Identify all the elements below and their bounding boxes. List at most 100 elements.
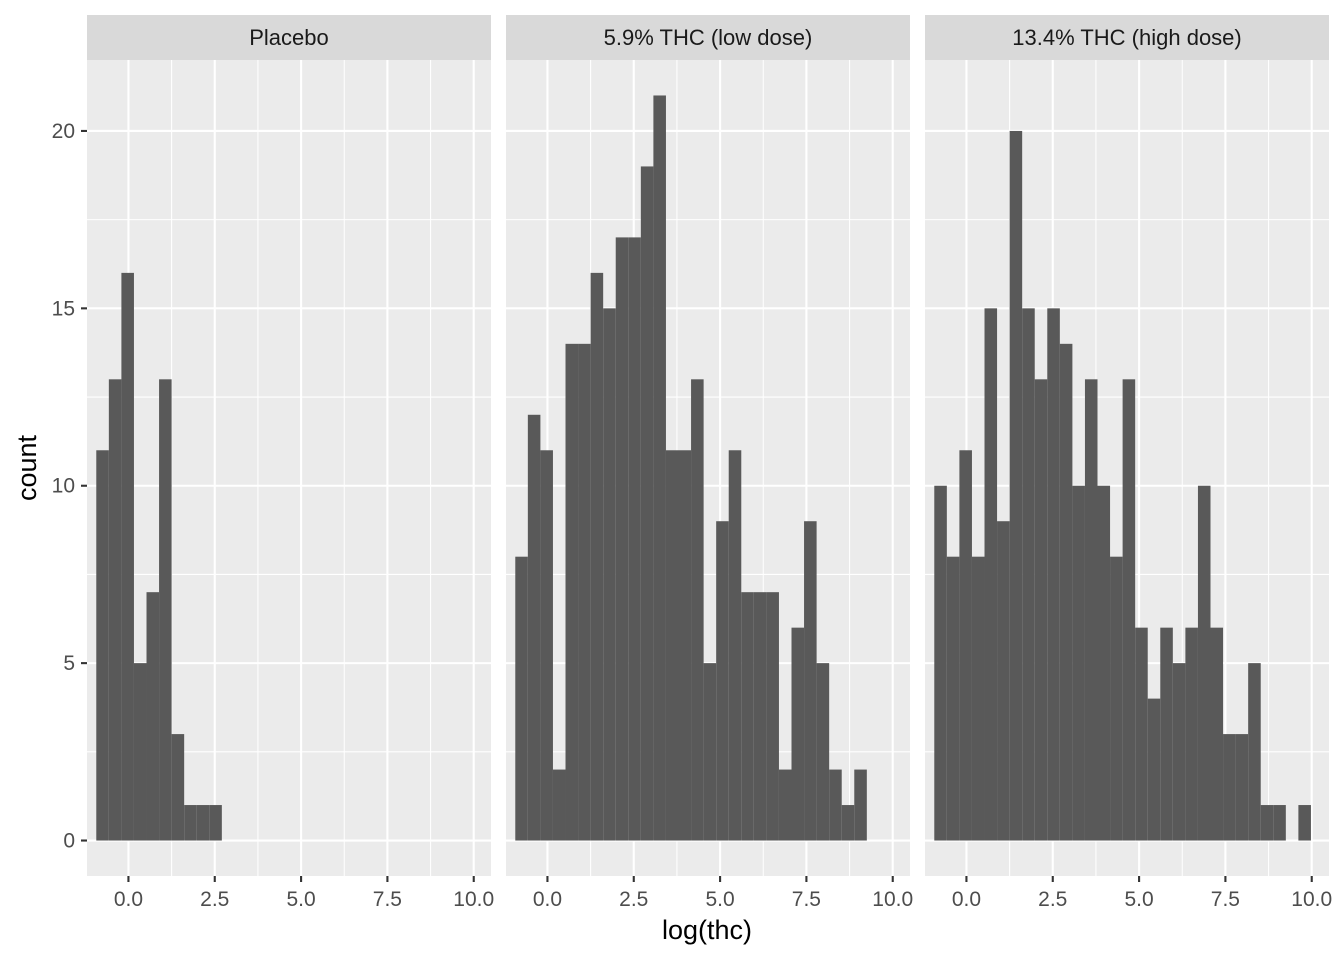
x-tick-label: 10.0 xyxy=(453,888,494,911)
histogram-bar xyxy=(691,379,704,841)
histogram-bar xyxy=(96,450,109,841)
histogram-bar xyxy=(184,805,197,841)
histogram-bar xyxy=(527,414,541,841)
histogram-bar xyxy=(1072,485,1085,841)
histogram-bar xyxy=(1047,308,1060,841)
facet-label: 5.9% THC (low dose) xyxy=(604,25,813,50)
x-tick-label: 2.5 xyxy=(200,888,229,911)
y-axis: 0 5 10 15 20 xyxy=(52,120,87,853)
histogram-bar xyxy=(1172,663,1186,841)
histogram-bar xyxy=(804,521,817,841)
histogram-bar xyxy=(678,450,692,841)
facet-strip xyxy=(506,15,910,60)
x-tick-label: 5.0 xyxy=(1124,888,1153,911)
facet-panel: 5.9% THC (low dose) 0.0 2.5 5.0 7.5 10.0 xyxy=(506,15,913,911)
x-tick-label: 10.0 xyxy=(1291,888,1332,911)
histogram-bar xyxy=(1084,379,1098,841)
x-tick-label: 10.0 xyxy=(872,888,913,911)
histogram-bar xyxy=(628,237,641,841)
histogram-bar xyxy=(1009,130,1023,841)
y-axis-title: count xyxy=(12,434,42,501)
x-tick-label: 2.5 xyxy=(1038,888,1067,911)
histogram-bar xyxy=(1022,308,1035,841)
histogram-bar xyxy=(829,769,842,841)
histogram-bar xyxy=(159,379,172,841)
histogram-bar xyxy=(146,592,160,841)
histogram-bar xyxy=(665,450,679,841)
histogram-bar xyxy=(603,308,616,841)
histogram-bar xyxy=(984,308,998,841)
histogram-bar xyxy=(578,343,591,841)
histogram-bar xyxy=(841,805,855,841)
histogram-bar xyxy=(1160,627,1173,841)
x-tick-label: 0.0 xyxy=(533,888,562,911)
histogram-bar xyxy=(1235,734,1249,841)
histogram-bar xyxy=(1185,627,1198,841)
histogram-bar xyxy=(171,734,185,841)
facet-panel: 13.4% THC (high dose) 0.0 2.5 5.0 7.5 10.0 xyxy=(925,15,1332,911)
histogram-bar xyxy=(766,592,779,841)
histogram-bar xyxy=(1248,663,1261,841)
histogram-bar xyxy=(816,663,830,841)
x-tick-label: 0.0 xyxy=(952,888,981,911)
histogram-bar xyxy=(971,556,985,841)
histogram-bar xyxy=(1223,734,1236,841)
y-tick-label: 0 xyxy=(63,830,75,853)
x-tick-label: 5.0 xyxy=(286,888,315,911)
histogram-bar xyxy=(1097,485,1111,841)
histogram-bar xyxy=(590,272,604,841)
histogram-bar xyxy=(615,237,629,841)
histogram-bar xyxy=(741,592,754,841)
histogram-bar xyxy=(133,663,147,841)
x-tick-label: 5.0 xyxy=(705,888,734,911)
histogram-bar xyxy=(108,379,122,841)
x-tick-label: 7.5 xyxy=(1211,888,1240,911)
histogram-bar xyxy=(1197,485,1211,841)
histogram-bar xyxy=(540,450,553,841)
histogram-bar xyxy=(791,627,805,841)
x-tick-label: 2.5 xyxy=(619,888,648,911)
facet-strip xyxy=(87,15,491,60)
histogram-bar xyxy=(1034,379,1048,841)
histogram-bar xyxy=(196,805,210,841)
histogram-bar xyxy=(997,521,1010,841)
histogram-bar xyxy=(640,166,654,841)
x-axis-title: log(thc) xyxy=(662,915,752,945)
histogram-bar xyxy=(959,450,972,841)
y-tick-label: 15 xyxy=(52,297,75,320)
x-tick-label: 0.0 xyxy=(114,888,143,911)
histogram-bar xyxy=(515,556,528,841)
y-tick-label: 10 xyxy=(52,475,75,498)
x-tick-label: 7.5 xyxy=(792,888,821,911)
histogram-bar xyxy=(1135,627,1148,841)
histogram-bar xyxy=(121,272,134,841)
histogram-bar xyxy=(854,769,867,841)
y-tick-label: 5 xyxy=(63,652,75,675)
histogram-bar xyxy=(1122,379,1136,841)
histogram-bar xyxy=(565,343,579,841)
facet-strip xyxy=(925,15,1329,60)
histogram-bar xyxy=(653,95,666,841)
histogram-bar xyxy=(703,663,717,841)
histogram-bar xyxy=(946,556,960,841)
histogram-bar xyxy=(1147,698,1161,841)
histogram-bar xyxy=(1210,627,1224,841)
histogram-bar xyxy=(753,592,767,841)
histogram-bar xyxy=(728,450,742,841)
x-tick-label: 7.5 xyxy=(373,888,402,911)
facet-panel: Placebo 0.0 2.5 5.0 7.5 10.0 xyxy=(87,15,494,911)
facet-label: 13.4% THC (high dose) xyxy=(1012,25,1242,50)
facet-label: Placebo xyxy=(249,25,329,50)
histogram-bar xyxy=(716,521,729,841)
histogram-bar xyxy=(1273,805,1286,841)
histogram-bar xyxy=(1110,556,1123,841)
histogram-bar xyxy=(934,485,947,841)
y-tick-label: 20 xyxy=(52,120,75,143)
histogram-bar xyxy=(778,769,792,841)
histogram-bar xyxy=(209,805,222,841)
histogram-bar xyxy=(1298,805,1311,841)
histogram-bar xyxy=(552,769,566,841)
histogram-bar xyxy=(1059,343,1073,841)
